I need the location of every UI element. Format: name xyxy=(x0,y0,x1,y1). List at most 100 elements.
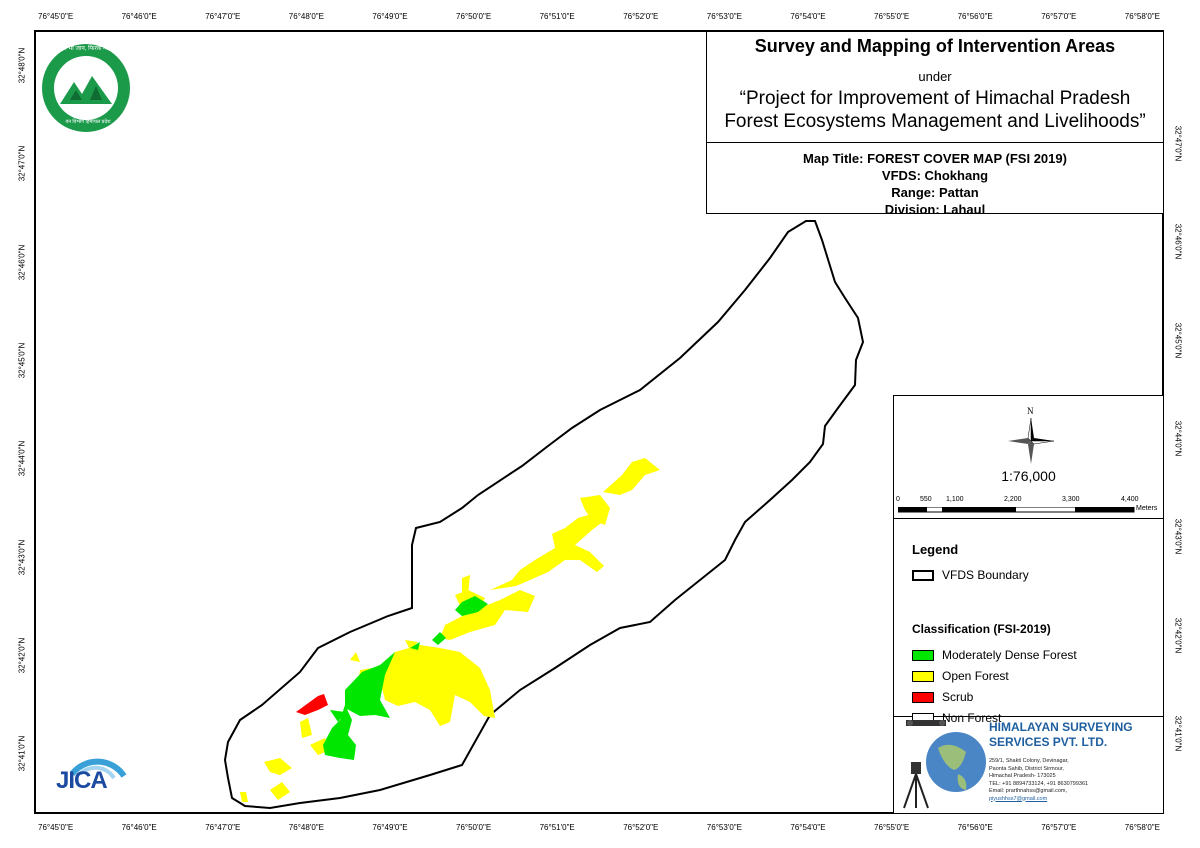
right-lat-label-4: 32°43'0"N xyxy=(1173,518,1183,555)
legend-label: Open Forest xyxy=(942,669,1009,683)
project-title-line1: “Project for Improvement of Himachal Pra… xyxy=(739,88,1131,109)
bottom-lon-label-11: 76°56'0"E xyxy=(957,823,993,832)
legend-title: Legend xyxy=(912,542,959,557)
bottom-lon-label-0: 76°45'0"E xyxy=(38,823,74,832)
bottom-lon-label-7: 76°52'0"E xyxy=(623,823,659,832)
map-metadata: Map Title: FOREST COVER MAP (FSI 2019) V… xyxy=(707,150,1163,218)
left-lat-label-3: 32°45'0"N xyxy=(17,342,27,379)
scale-ratio: 1:76,000 xyxy=(1001,468,1056,484)
vfds-name: VFDS: Chokhang xyxy=(881,168,989,183)
legend-item: Moderately Dense Forest xyxy=(912,648,1077,662)
boundary-swatch xyxy=(912,569,934,581)
bottom-lon-label-8: 76°53'0"E xyxy=(706,823,742,832)
title-main: Survey and Mapping of Intervention Areas xyxy=(754,36,1116,56)
moderately-dense-forest-patches xyxy=(323,596,488,760)
top-lon-label-12: 76°57'0"E xyxy=(1041,12,1077,21)
bottom-lon-label-4: 76°49'0"E xyxy=(372,823,408,832)
company-addr3: Himachal Pradesh- 173025 xyxy=(989,773,1056,779)
hp-logo-top-text: हर भी जान, फिरक ग्वाला xyxy=(60,46,116,52)
top-lon-label-5: 76°50'0"E xyxy=(456,12,492,21)
bottom-lon-label-10: 76°55'0"E xyxy=(874,823,910,832)
legend-swatch xyxy=(912,649,934,661)
company-email2[interactable]: piyushhss7@gmail.com xyxy=(989,795,1048,802)
left-lat-label-6: 32°42'0"N xyxy=(17,637,27,674)
scale-tick-4400: 4,400 xyxy=(1121,496,1139,503)
bottom-lon-label-13: 76°58'0"E xyxy=(1124,823,1160,832)
left-lat-label-5: 32°43'0"N xyxy=(17,539,27,575)
bottom-lon-label-9: 76°54'0"E xyxy=(790,823,826,832)
company-name: HIMALAYAN SURVEYING SERVICES PVT. LTD. xyxy=(989,720,1133,750)
side-panel: N 1:76,000 0 550 1,100 2,200 3,300 4,400 xyxy=(893,395,1164,814)
scale-unit: Meters xyxy=(1136,505,1158,512)
title-divider xyxy=(707,142,1163,143)
top-lon-label-11: 76°56'0"E xyxy=(957,12,993,21)
bottom-lon-label-3: 76°48'0"E xyxy=(288,823,324,832)
right-lat-label-6: 32°41'0"N xyxy=(1173,715,1183,752)
map-title: Map Title: FOREST COVER MAP (FSI 2019) xyxy=(803,151,1067,166)
scale-tick-0: 0 xyxy=(896,496,900,503)
north-label: N xyxy=(1027,406,1034,416)
map-canvas xyxy=(223,220,865,810)
legend-boundary-row: VFDS Boundary xyxy=(912,568,1029,582)
vfds-boundary xyxy=(223,220,865,810)
scale-tick-3300: 3,300 xyxy=(1062,496,1080,503)
classification-title: Classification (FSI-2019) xyxy=(912,622,1051,636)
right-lat-label-1: 32°46'0"N xyxy=(1173,224,1183,260)
jica-text: JICA xyxy=(56,767,108,794)
legend-label: Moderately Dense Forest xyxy=(942,648,1077,662)
left-lat-label-7: 32°41'0"N xyxy=(17,735,27,772)
boundary-label: VFDS Boundary xyxy=(942,568,1029,582)
top-lon-label-2: 76°47'0"E xyxy=(205,12,241,21)
company-addr2: Paonta Sahib, District Sirmour, xyxy=(989,765,1064,772)
top-lon-label-0: 76°45'0"E xyxy=(38,12,74,21)
right-lat-label-5: 32°42'0"N xyxy=(1173,617,1183,653)
range-name: Range: Pattan xyxy=(891,185,979,200)
right-lat-label-2: 32°45'0"N xyxy=(1173,322,1183,358)
top-lon-label-6: 76°51'0"E xyxy=(539,12,575,21)
top-lon-label-7: 76°52'0"E xyxy=(623,12,659,21)
top-lon-label-10: 76°55'0"E xyxy=(874,12,910,21)
bottom-lon-label-2: 76°47'0"E xyxy=(205,823,241,832)
scale-section: N 1:76,000 0 550 1,100 2,200 3,300 4,400 xyxy=(894,396,1163,519)
right-lat-label-3: 32°44'0"N xyxy=(1173,420,1183,457)
division-name: Division: Lahaul xyxy=(884,202,986,217)
legend-item: Open Forest xyxy=(912,669,1009,683)
company-name-line2: SERVICES PVT. LTD. xyxy=(989,735,1108,749)
bottom-lon-label-12: 76°57'0"E xyxy=(1041,823,1077,832)
left-lat-label-1: 32°47'0"N xyxy=(17,146,27,182)
bottom-lon-label-1: 76°46'0"E xyxy=(121,823,157,832)
hp-forest-logo xyxy=(42,44,130,132)
scale-bar-graphic xyxy=(898,507,1135,513)
top-lon-label-3: 76°48'0"E xyxy=(288,12,324,21)
legend-label: Scrub xyxy=(942,690,974,704)
legend-section: Legend VFDS Boundary Classification (FSI… xyxy=(894,518,1163,725)
left-lat-label-2: 32°46'0"N xyxy=(17,244,27,280)
scale-tick-1100: 1,100 xyxy=(946,496,964,503)
legend-swatch xyxy=(912,670,934,682)
left-lat-label-4: 32°44'0"N xyxy=(17,440,27,477)
scale-tick-550: 550 xyxy=(920,496,932,503)
top-lon-label-13: 76°58'0"E xyxy=(1124,12,1160,21)
title-box: Survey and Mapping of Intervention Areas… xyxy=(706,31,1164,217)
company-addr1: 259/1, Shakti Colony, Devinagar, xyxy=(989,758,1069,764)
company-name-line1: HIMALAYAN SURVEYING xyxy=(989,720,1133,734)
scrub-patches xyxy=(296,694,328,715)
title-under: under xyxy=(918,69,952,84)
scale-tick-2200: 2,200 xyxy=(1004,496,1022,503)
legend-swatch xyxy=(912,691,934,703)
north-arrow-icon xyxy=(1008,418,1054,464)
scale-bar: 0 550 1,100 2,200 3,300 4,400 Meters xyxy=(894,496,1163,513)
company-email1: Email: prarthnahss@gmail.com, xyxy=(989,788,1068,794)
top-lon-label-1: 76°46'0"E xyxy=(121,12,157,21)
hp-logo-bottom-text: वन विभाग हिमाचल प्रदेश xyxy=(65,119,111,125)
bottom-lon-label-5: 76°50'0"E xyxy=(456,823,492,832)
project-title-line2: Forest Ecosystems Management and Livelih… xyxy=(724,111,1146,132)
top-lon-label-8: 76°53'0"E xyxy=(706,12,742,21)
bottom-lon-label-6: 76°51'0"E xyxy=(539,823,575,832)
company-section: HIMALAYAN SURVEYING SERVICES PVT. LTD. 2… xyxy=(894,716,1163,815)
company-address: 259/1, Shakti Colony, Devinagar, Paonta … xyxy=(989,758,1088,803)
legend-item: Scrub xyxy=(912,690,973,704)
right-lat-label-0: 32°47'0"N xyxy=(1173,125,1183,162)
top-lon-label-4: 76°49'0"E xyxy=(372,12,408,21)
left-lat-label-0: 32°48'0"N xyxy=(17,47,27,84)
